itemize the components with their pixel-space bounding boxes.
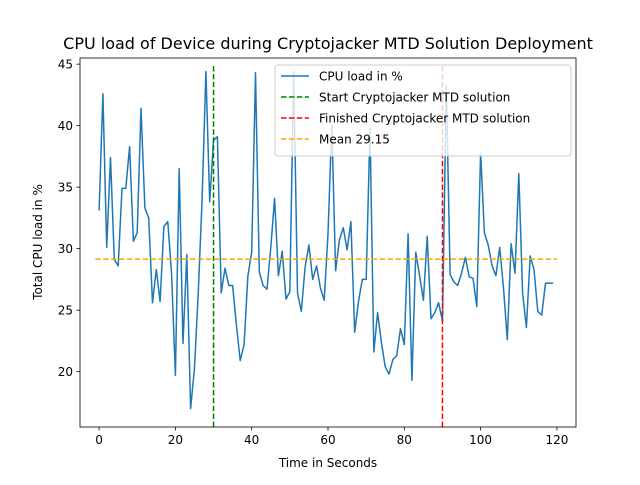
x-tick-label: 100	[469, 433, 492, 447]
x-axis-label: Time in Seconds	[278, 456, 377, 470]
legend-box	[274, 64, 572, 157]
y-tick-label: 40	[58, 119, 73, 133]
x-tick-label: 40	[244, 433, 259, 447]
x-tick-label: 60	[320, 433, 335, 447]
legend-label: Start Cryptojacker MTD solution	[319, 91, 510, 105]
legend: CPU load in % Start Cryptojacker MTD solu…	[274, 64, 572, 157]
y-tick-label: 35	[58, 181, 73, 195]
x-tick-label: 0	[95, 433, 103, 447]
x-tick-label: 80	[397, 433, 412, 447]
x-tick-label: 20	[168, 433, 183, 447]
y-axis-label: Total CPU load in %	[31, 184, 45, 301]
legend-label: Mean 29.15	[319, 133, 390, 147]
axis-ticks: 0 20 40 60 80 100 120 20 25 30 35 40 45	[58, 58, 569, 447]
legend-label: Finished Cryptojacker MTD solution	[319, 112, 530, 126]
y-tick-label: 20	[58, 365, 73, 379]
x-tick-label: 120	[545, 433, 568, 447]
chart-title: CPU load of Device during Cryptojacker M…	[63, 34, 593, 53]
y-tick-label: 45	[58, 58, 73, 72]
legend-label: CPU load in %	[319, 70, 403, 84]
y-tick-label: 25	[58, 304, 73, 318]
series-line-cpu-load	[98, 70, 554, 410]
y-tick-label: 30	[58, 242, 73, 256]
